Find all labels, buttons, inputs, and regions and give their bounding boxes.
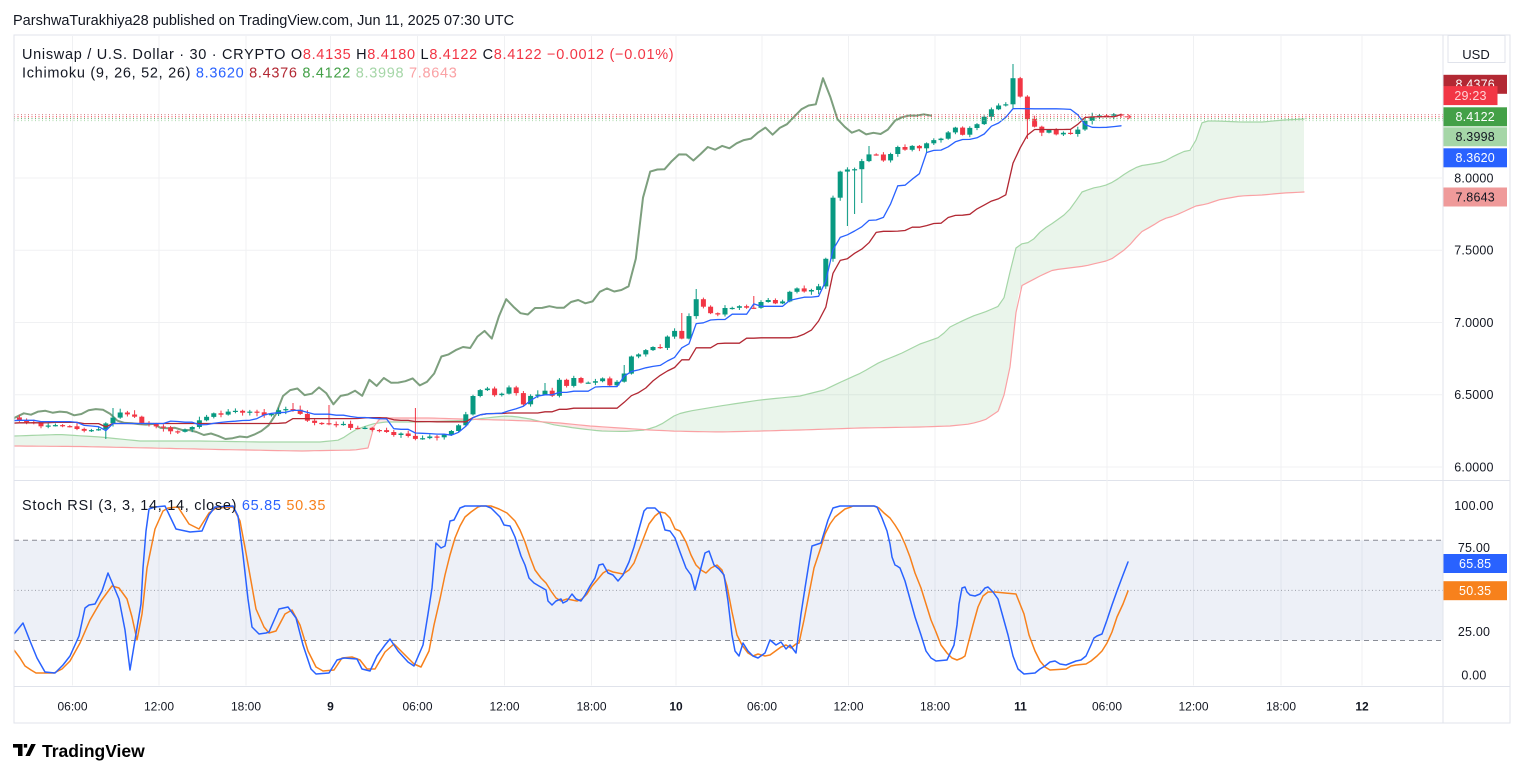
svg-text:12:00: 12:00 [144,700,174,714]
svg-text:12: 12 [1355,700,1369,714]
svg-text:6.5000: 6.5000 [1454,388,1493,402]
svg-text:8.3998: 8.3998 [1455,130,1494,144]
svg-text:18:00: 18:00 [1266,700,1296,714]
svg-text:12:00: 12:00 [833,700,863,714]
svg-text:TradingView: TradingView [42,741,145,761]
svg-text:7.8643: 7.8643 [1455,190,1494,204]
svg-text:06:00: 06:00 [1092,700,1122,714]
svg-text:06:00: 06:00 [402,700,432,714]
svg-text:9: 9 [327,700,334,714]
svg-text:7.0000: 7.0000 [1454,316,1493,330]
svg-text:USD: USD [1462,47,1489,62]
svg-text:Stoch RSI (3, 3, 14, 14, close: Stoch RSI (3, 3, 14, 14, close) 65.85 50… [22,498,326,514]
svg-text:06:00: 06:00 [57,700,87,714]
svg-text:12:00: 12:00 [1178,700,1208,714]
svg-text:50.35: 50.35 [1459,584,1491,598]
svg-text:100.00: 100.00 [1454,499,1493,513]
svg-text:10: 10 [669,700,683,714]
svg-text:0.00: 0.00 [1461,668,1486,682]
svg-text:75.00: 75.00 [1458,541,1490,555]
svg-text:18:00: 18:00 [920,700,950,714]
svg-text:Uniswap / U.S. Dollar · 30 · C: Uniswap / U.S. Dollar · 30 · CRYPTO O8.4… [22,47,674,63]
svg-text:7.5000: 7.5000 [1454,244,1493,258]
svg-text:8.3620: 8.3620 [1455,151,1494,165]
svg-text:6.0000: 6.0000 [1454,460,1493,474]
svg-text:ParshwaTurakhiya28 published o: ParshwaTurakhiya28 published on TradingV… [13,13,514,29]
svg-text:29:23: 29:23 [1454,89,1486,103]
svg-text:18:00: 18:00 [576,700,606,714]
svg-text:12:00: 12:00 [489,700,519,714]
svg-text:8.0000: 8.0000 [1454,171,1493,185]
svg-text:11: 11 [1014,700,1027,714]
svg-text:06:00: 06:00 [747,700,777,714]
svg-text:25.00: 25.00 [1458,625,1490,639]
svg-text:Ichimoku (9, 26, 52, 26) 8.362: Ichimoku (9, 26, 52, 26) 8.3620 8.4376 8… [22,66,458,82]
svg-text:8.4122: 8.4122 [1455,110,1494,124]
svg-text:65.85: 65.85 [1459,557,1491,571]
svg-text:18:00: 18:00 [231,700,261,714]
